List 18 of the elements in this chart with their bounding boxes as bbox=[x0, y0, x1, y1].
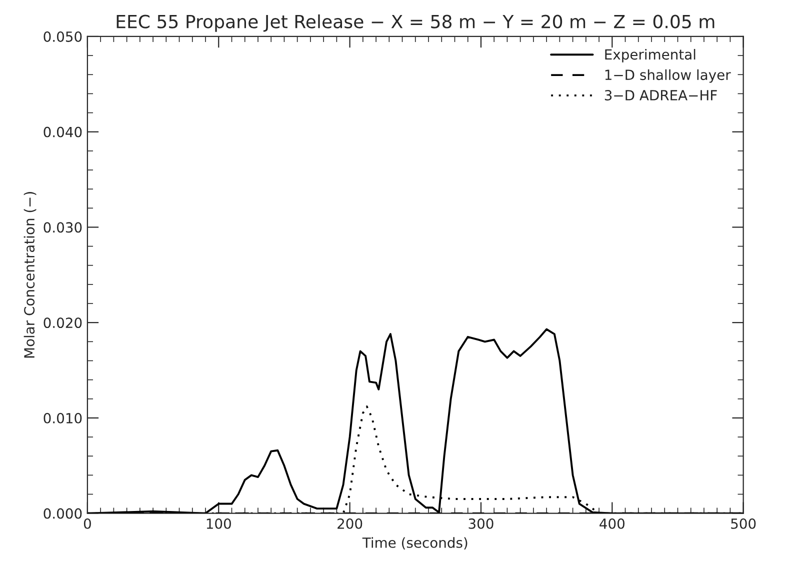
y-tick-label: 0.020 bbox=[44, 318, 82, 328]
x-tick-label: 200 bbox=[338, 518, 362, 529]
y-tick-label: 0.050 bbox=[44, 31, 82, 42]
x-tick-label: 500 bbox=[731, 518, 756, 529]
legend-label: 3−D ADREA−HF bbox=[604, 90, 717, 100]
x-tick-label: 400 bbox=[600, 518, 624, 529]
y-tick-label: 0.030 bbox=[44, 222, 82, 233]
y-axis-title: Molar Concentration (−) bbox=[24, 192, 36, 358]
x-tick-label: 0 bbox=[84, 518, 91, 529]
legend-label: Experimental bbox=[605, 48, 696, 62]
y-tick-label: 0.040 bbox=[44, 126, 82, 138]
x-tick-label: 300 bbox=[468, 518, 494, 529]
legend-label: 1−D shallow layer bbox=[605, 69, 731, 83]
x-tick-label: 100 bbox=[206, 518, 231, 529]
chart-title: EEC 55 Propane Jet Release − X = 58 m − Y = 20 m − Z = 0.05 m bbox=[116, 14, 714, 32]
x-axis-title: Time (seconds) bbox=[362, 537, 468, 550]
y-tick-label: 0.010 bbox=[44, 412, 82, 424]
y-tick-label: 0.000 bbox=[44, 508, 82, 519]
